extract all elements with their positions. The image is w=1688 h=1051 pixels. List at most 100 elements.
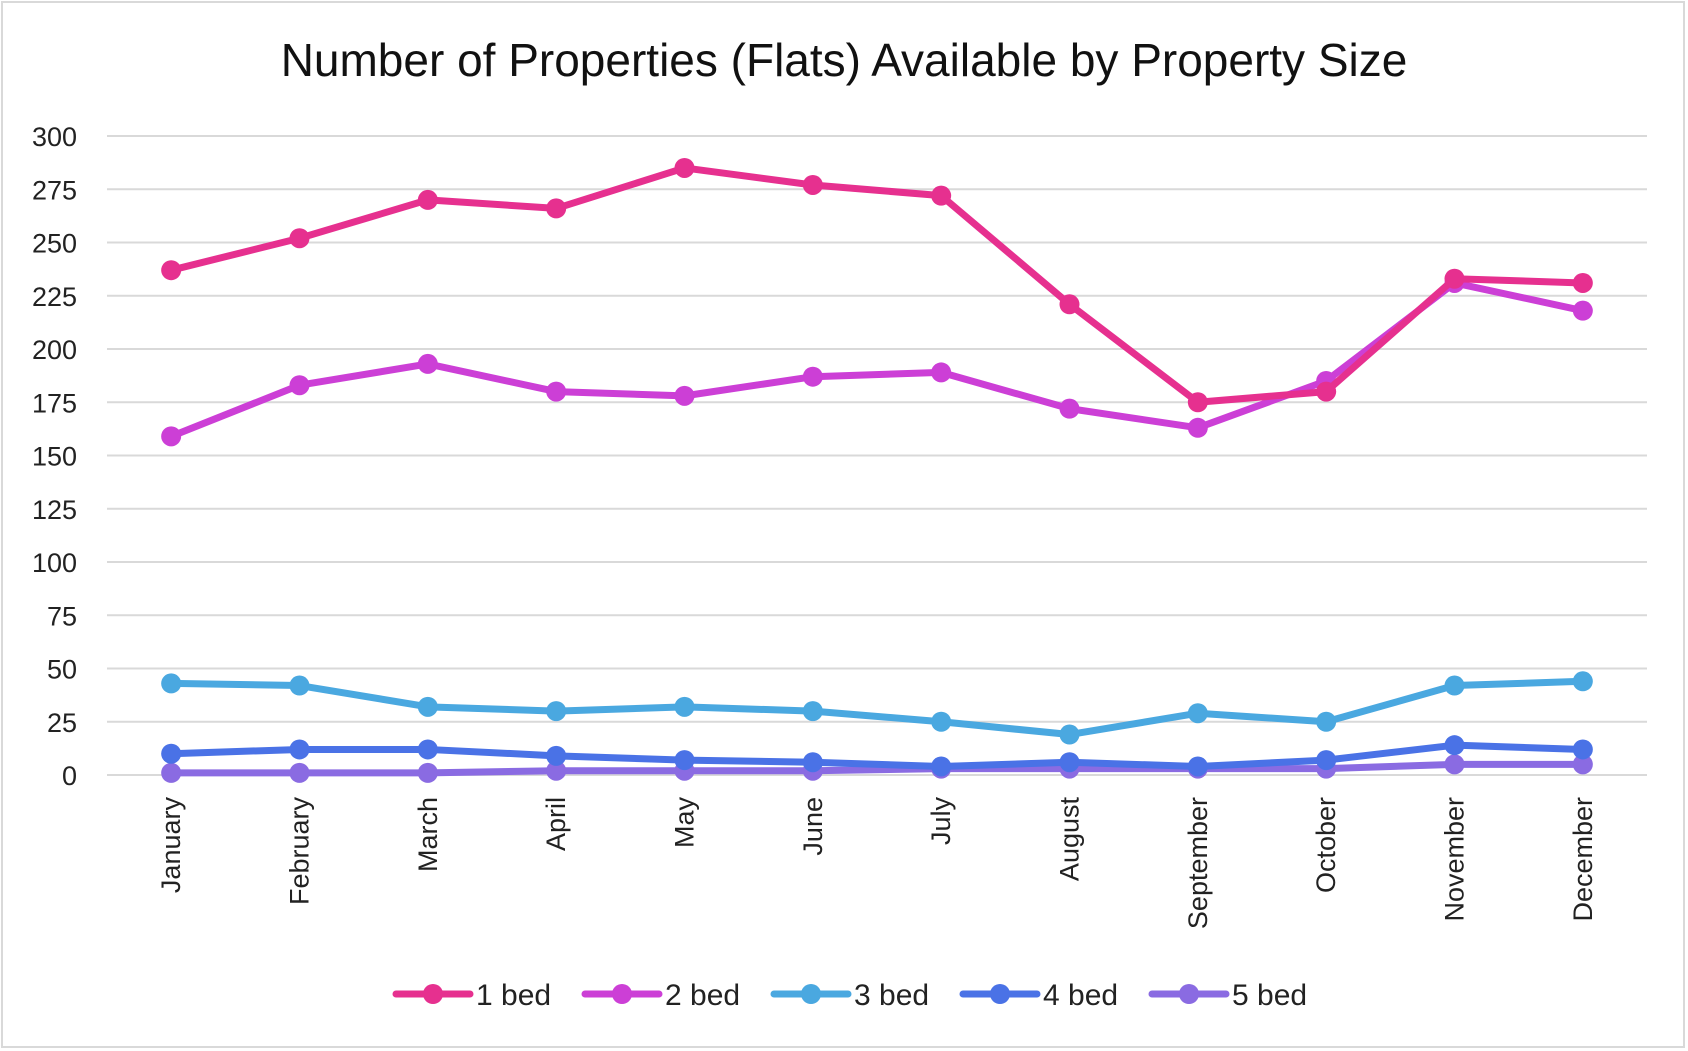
series-line: [167, 760, 1587, 777]
data-point: [802, 366, 823, 387]
data-point: [546, 760, 567, 781]
y-tick-label: 125: [32, 495, 77, 525]
data-point: [1187, 417, 1208, 438]
data-point: [1059, 724, 1080, 745]
data-point: [1187, 703, 1208, 724]
data-point: [802, 701, 823, 722]
data-point: [674, 696, 695, 717]
data-point: [417, 739, 438, 760]
chart-title: Number of Properties (Flats) Available b…: [281, 34, 1408, 86]
x-tick-label: October: [1311, 797, 1341, 893]
legend-swatch-marker: [423, 984, 443, 1004]
data-point: [1572, 300, 1593, 321]
data-point: [1444, 754, 1465, 775]
data-point: [1316, 381, 1337, 402]
data-point: [1444, 268, 1465, 289]
data-point: [1572, 739, 1593, 760]
x-tick-label: July: [926, 797, 956, 846]
data-point: [802, 174, 823, 195]
x-tick-label: March: [413, 797, 443, 872]
data-point: [931, 711, 952, 732]
data-point: [161, 743, 182, 764]
series-lines: [161, 157, 1593, 783]
y-tick-label: 200: [32, 335, 77, 365]
data-point: [1059, 398, 1080, 419]
y-tick-label: 75: [47, 601, 77, 631]
x-tick-label: February: [285, 797, 315, 906]
x-tick-label: June: [798, 797, 828, 856]
y-axis-ticks: 0 25 50 75 100 125 150 175 200 225 250 275 300: [32, 122, 77, 791]
data-point: [1059, 294, 1080, 315]
data-point: [417, 189, 438, 210]
x-tick-label: January: [156, 797, 186, 894]
data-point: [546, 198, 567, 219]
legend-item[interactable]: 4 bed: [959, 979, 1118, 1012]
data-point: [546, 745, 567, 766]
data-point: [417, 696, 438, 717]
data-point: [289, 675, 310, 696]
data-point: [289, 762, 310, 783]
legend-item[interactable]: 2 bed: [581, 979, 740, 1012]
data-point: [802, 752, 823, 773]
data-point: [1572, 272, 1593, 293]
x-axis-ticks: January February March April May June July Augu…: [156, 797, 1598, 930]
series-line: [167, 279, 1587, 440]
y-tick-label: 150: [32, 442, 77, 472]
x-tick-label: April: [541, 797, 571, 851]
data-point: [674, 157, 695, 178]
legend-label: 3 bed: [854, 979, 929, 1012]
data-point: [289, 375, 310, 396]
legend-item[interactable]: 5 bed: [1148, 979, 1307, 1012]
x-tick-label: November: [1440, 797, 1470, 922]
data-point: [1572, 671, 1593, 692]
series-3-bed: [161, 671, 1593, 745]
legend-label: 2 bed: [665, 979, 740, 1012]
series-1-bed: [161, 157, 1593, 413]
legend-item[interactable]: 3 bed: [770, 979, 929, 1012]
legend-swatch-marker: [801, 984, 821, 1004]
data-point: [1187, 756, 1208, 777]
x-tick-label: December: [1568, 797, 1598, 922]
y-tick-label: 25: [47, 708, 77, 738]
data-point: [161, 673, 182, 694]
data-point: [161, 260, 182, 281]
legend: 1 bed 2 bed 3 bed 4 bed 5 bed: [392, 979, 1307, 1012]
data-point: [931, 362, 952, 383]
series-4-bed: [161, 735, 1593, 777]
data-point: [417, 353, 438, 374]
legend-label: 1 bed: [476, 979, 551, 1012]
y-tick-label: 0: [62, 761, 77, 791]
series-line: [167, 677, 1587, 739]
legend-label: 4 bed: [1043, 979, 1118, 1012]
legend-swatch-marker: [612, 984, 632, 1004]
data-point: [1316, 750, 1337, 771]
data-point: [289, 739, 310, 760]
data-point: [1187, 392, 1208, 413]
y-tick-label: 225: [32, 282, 77, 312]
data-point: [546, 701, 567, 722]
data-point: [546, 381, 567, 402]
data-point: [1444, 675, 1465, 696]
legend-item[interactable]: 1 bed: [392, 979, 551, 1012]
y-tick-label: 50: [47, 655, 77, 685]
y-tick-label: 275: [32, 175, 77, 205]
series-5-bed: [161, 754, 1593, 783]
data-point: [931, 756, 952, 777]
gridlines: [107, 135, 1647, 776]
x-tick-label: May: [670, 797, 700, 849]
data-point: [674, 750, 695, 771]
data-point: [417, 762, 438, 783]
series-line: [167, 164, 1587, 406]
data-point: [674, 385, 695, 406]
data-point: [161, 426, 182, 447]
y-tick-label: 100: [32, 548, 77, 578]
data-point: [1316, 711, 1337, 732]
x-tick-label: August: [1055, 797, 1085, 882]
y-tick-label: 300: [32, 122, 77, 152]
data-point: [1059, 752, 1080, 773]
series-line: [167, 741, 1587, 770]
x-tick-label: September: [1183, 797, 1213, 929]
legend-swatch-marker: [990, 984, 1010, 1004]
